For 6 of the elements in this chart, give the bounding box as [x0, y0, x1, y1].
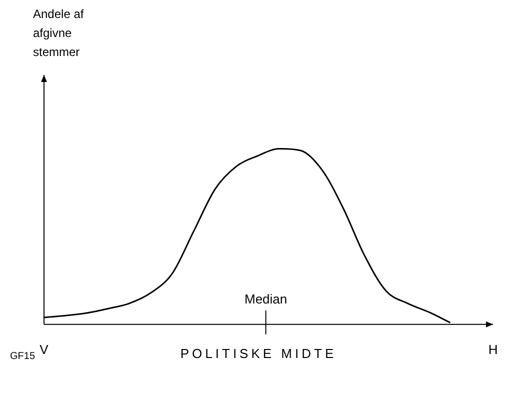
annotation: Median: [244, 291, 288, 306]
x-axis-title: POLITISKE MIDTE: [180, 346, 337, 361]
text: Andele af afgivne stemmer: [33, 7, 84, 59]
x-tick-label: V: [40, 342, 49, 357]
text: GF15: [10, 351, 36, 362]
x-tick-label: H: [488, 342, 498, 357]
